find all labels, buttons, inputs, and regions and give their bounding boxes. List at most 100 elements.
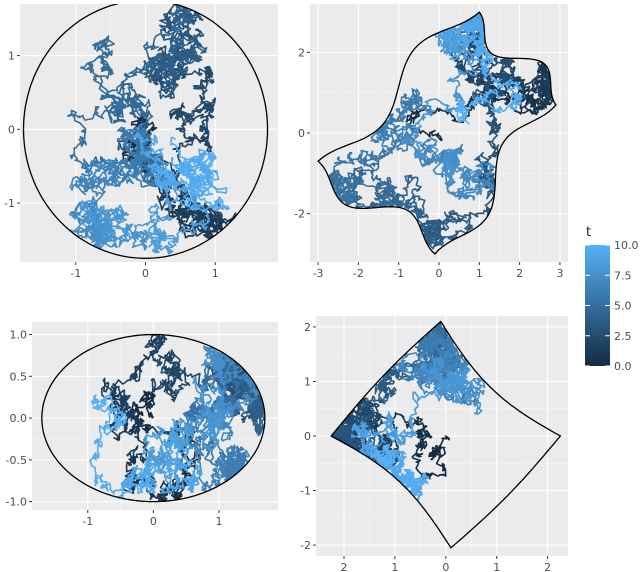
legend-tick-label: 10.0 (614, 239, 639, 252)
path-segment (165, 5, 196, 60)
path-segment (331, 151, 363, 201)
legend-ticks: 0.0 2.5 5.0 7.5 10.0 (585, 239, 639, 373)
y-tick-label: -2 (294, 208, 305, 221)
path-segment (359, 110, 405, 167)
x-tick-label: 1 (493, 561, 500, 572)
path-segment (79, 200, 130, 227)
legend-tick-label: 5.0 (614, 300, 632, 313)
x-tick-label: 0 (442, 561, 449, 572)
domain-boundary (330, 320, 562, 549)
path-segment (482, 78, 523, 114)
path-segment (432, 156, 496, 201)
legend: t 0.0 2.5 5.0 7.5 10.0 (585, 225, 639, 373)
path-segment (197, 446, 234, 492)
x-tick-label: -1 (70, 267, 81, 280)
path-segment (400, 88, 433, 117)
path-segment (157, 167, 230, 212)
path-segment (158, 458, 203, 493)
path-segment (374, 183, 406, 208)
y-tick-label: -0.5 (6, 454, 27, 467)
x-tick-label: 1 (476, 267, 483, 280)
path-segment (169, 97, 216, 133)
path-segment (405, 95, 483, 142)
y-tick-label: 0 (8, 123, 15, 136)
y-tick-label: -1.0 (6, 496, 27, 509)
path-segment (534, 71, 552, 104)
path-segment (216, 359, 250, 402)
path-segment (370, 96, 419, 155)
y-tick-label: 1 (8, 50, 15, 63)
x-tick-label: 0 (142, 267, 149, 280)
y-tick-label: -1 (4, 197, 15, 210)
path-segment (418, 321, 447, 368)
y-tick-label: 1.0 (10, 329, 28, 342)
legend-tick-label: 2.5 (614, 330, 632, 343)
legend-tick-label: 7.5 (614, 269, 632, 282)
panel-top-right: -3 -2 -1 0 1 2 3 -2 0 2 (294, 4, 568, 280)
x-tick-label: 0 (150, 515, 157, 528)
path-segment (133, 131, 176, 194)
x-tick-label: 2 (341, 561, 348, 572)
path-segment (459, 17, 488, 55)
path-segment (201, 349, 232, 399)
path-segment (122, 456, 161, 490)
y-tick-label: -2 (300, 539, 311, 552)
path-segment (90, 394, 127, 432)
y-tick-label: 0 (298, 127, 305, 140)
path-segment (417, 50, 486, 125)
y-tick-label: 2 (298, 46, 305, 59)
path-segment (481, 94, 502, 166)
x-tick-label: 3 (556, 267, 563, 280)
path-segment (148, 219, 208, 255)
x-tick-label: 1 (212, 267, 219, 280)
path-segment (391, 174, 429, 219)
x-tick-label: 1 (215, 515, 222, 528)
path-segment (201, 403, 225, 451)
domain-boundary (317, 11, 557, 255)
path-segment (416, 137, 449, 168)
x-tick-label: 0 (436, 267, 443, 280)
path-segment (369, 441, 396, 469)
x-tick-label: -3 (313, 267, 324, 280)
path-segment (446, 366, 476, 405)
path-segment (428, 369, 486, 415)
path-segment (120, 25, 179, 106)
panel-bottom-left: -1 0 1 -1.0 -0.5 0.0 0.5 1.0 (6, 322, 278, 528)
x-tick-label: 2 (516, 267, 523, 280)
path-segment (361, 411, 416, 456)
brownian-path (327, 13, 554, 250)
brownian-path (88, 334, 266, 502)
path-segment (225, 444, 250, 477)
path-segment (110, 349, 157, 419)
x-tick-label: 2 (544, 561, 551, 572)
path-segment (164, 418, 190, 455)
path-segment (454, 89, 500, 125)
path-segment (145, 445, 187, 485)
y-tick-label: 0.5 (10, 370, 28, 383)
path-segment (421, 435, 450, 482)
path-segment (69, 162, 121, 211)
y-tick-label: 0 (304, 430, 311, 443)
path-segment (142, 425, 195, 477)
brownian-path (67, 4, 237, 255)
x-tick-label: -1 (393, 267, 404, 280)
path-segment (115, 203, 177, 245)
path-segment (494, 56, 516, 94)
path-segment (374, 368, 398, 403)
path-segment (404, 122, 457, 179)
path-segment (170, 136, 217, 196)
path-segment (427, 330, 459, 362)
path-segment (471, 46, 501, 88)
panel-top-left: -1 0 1 -1 0 1 (4, 4, 278, 280)
y-tick-label: -1 (300, 485, 311, 498)
brownian-path (331, 321, 486, 501)
y-tick-label: 2 (304, 321, 311, 334)
x-tick-label: -2 (353, 267, 364, 280)
y-tick-label: 1 (304, 375, 311, 388)
x-tick-label: -1 (82, 515, 93, 528)
path-segment (346, 162, 392, 204)
path-segment (80, 35, 123, 114)
path-segment (383, 377, 458, 446)
path-segment (405, 472, 430, 501)
